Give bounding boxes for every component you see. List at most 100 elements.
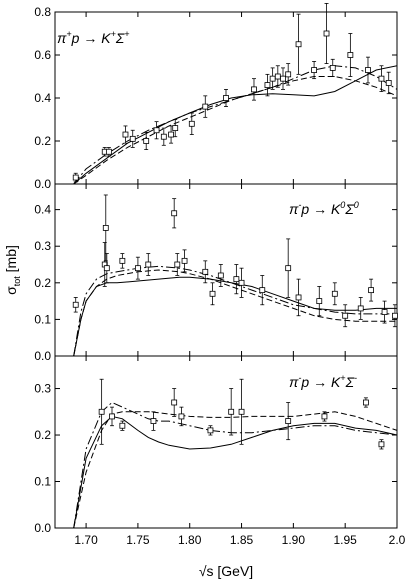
curve-dashed bbox=[73, 76, 398, 185]
data-point bbox=[331, 282, 338, 306]
data-point bbox=[153, 121, 160, 140]
data-point bbox=[329, 58, 336, 77]
data-point bbox=[98, 378, 105, 445]
x-tick-label: 1.95 bbox=[334, 533, 358, 547]
reaction-label-part: 0 bbox=[354, 200, 359, 210]
data-point bbox=[347, 33, 354, 77]
data-point bbox=[178, 406, 185, 427]
data-point bbox=[274, 65, 281, 88]
data-point bbox=[181, 249, 188, 273]
reaction-label-part: Σ bbox=[345, 374, 355, 390]
x-tick-label: 1.80 bbox=[178, 533, 202, 547]
reaction-label-part: π bbox=[57, 30, 67, 46]
data-point bbox=[285, 63, 292, 86]
data-point bbox=[174, 253, 181, 276]
data-point bbox=[264, 73, 271, 97]
data-point bbox=[259, 275, 266, 306]
y-tick-label: 0.1 bbox=[34, 312, 51, 326]
reaction-label-part: p → K bbox=[300, 201, 341, 217]
curve-solid bbox=[73, 65, 398, 185]
data-point bbox=[171, 198, 178, 229]
data-point bbox=[102, 194, 109, 262]
data-point bbox=[233, 264, 240, 295]
data-point bbox=[103, 253, 110, 284]
chart-panel-1: 0.00.20.40.60.8π+p → K+Σ+ bbox=[34, 3, 398, 191]
reaction-label-part: Σ bbox=[115, 30, 125, 46]
data-point bbox=[145, 253, 152, 276]
x-tick-label: 1.85 bbox=[230, 533, 254, 547]
reaction-label-part: 0 bbox=[340, 200, 345, 210]
reaction-label-part: + bbox=[66, 29, 71, 39]
plot-frame bbox=[54, 355, 398, 529]
data-point bbox=[172, 119, 179, 138]
reaction-label: π+p → K+Σ+ bbox=[57, 29, 130, 46]
data-point bbox=[202, 260, 209, 284]
data-point bbox=[251, 78, 257, 101]
y-tick-label: 0.6 bbox=[34, 48, 51, 62]
data-point bbox=[238, 378, 245, 445]
data-point bbox=[209, 282, 216, 306]
x-tick-label: 2.0 bbox=[389, 533, 406, 547]
y-axis-title: σtot [mb] bbox=[3, 245, 22, 295]
curve-dashdot bbox=[73, 265, 397, 357]
data-point bbox=[122, 125, 129, 144]
y-tick-label: 0.8 bbox=[34, 5, 51, 19]
data-point bbox=[168, 125, 174, 144]
data-point bbox=[143, 131, 150, 151]
data-point bbox=[285, 238, 292, 298]
reaction-label-part: + bbox=[111, 29, 116, 39]
data-point bbox=[323, 3, 330, 64]
y-tick-label: 0.2 bbox=[34, 428, 51, 442]
data-point bbox=[365, 56, 371, 84]
y-tick-label: 0.1 bbox=[34, 475, 51, 489]
data-point bbox=[171, 388, 178, 417]
data-point bbox=[72, 172, 79, 183]
reaction-label: π-p → K0Σ0 bbox=[289, 200, 359, 217]
data-point bbox=[129, 129, 136, 148]
reaction-label-part: + bbox=[124, 29, 129, 39]
data-point bbox=[392, 304, 398, 328]
y-tick-label: 0.3 bbox=[34, 239, 51, 253]
data-point bbox=[342, 304, 349, 328]
reaction-label: π-p → K+Σ- bbox=[289, 373, 357, 390]
data-point bbox=[321, 411, 328, 422]
data-point bbox=[378, 439, 385, 450]
data-point bbox=[295, 13, 302, 75]
chart-panel-3: 0.0 0.1 0.2 0.3 1.70 1.75 1.80 1.85 1.90 1.95 2.0 π… bbox=[34, 355, 406, 547]
data-point bbox=[160, 127, 167, 146]
data-point bbox=[381, 300, 388, 324]
data-point bbox=[285, 402, 292, 441]
data-point bbox=[223, 89, 229, 107]
curve-solid bbox=[73, 276, 397, 357]
reaction-label-part: + bbox=[340, 373, 345, 383]
reaction-label-part: Σ bbox=[344, 201, 354, 217]
data-point bbox=[238, 267, 245, 298]
data-point bbox=[368, 278, 374, 302]
reaction-label-part: π bbox=[289, 374, 299, 390]
data-point bbox=[378, 65, 385, 92]
data-point bbox=[316, 286, 323, 317]
x-tick-label: 1.70 bbox=[74, 533, 98, 547]
data-point bbox=[109, 406, 115, 427]
reaction-label-part: - bbox=[298, 200, 301, 210]
data-point bbox=[135, 256, 141, 280]
reaction-label-part: - bbox=[354, 373, 357, 383]
data-point bbox=[217, 264, 224, 287]
data-point bbox=[72, 297, 79, 313]
y-tick-label: 0.0 bbox=[34, 349, 51, 363]
y-tick-label: 0.0 bbox=[34, 521, 51, 535]
data-point bbox=[119, 253, 126, 269]
data-point bbox=[188, 112, 195, 135]
y-tick-label: 0.4 bbox=[34, 91, 51, 105]
data-point bbox=[207, 425, 214, 436]
data-point bbox=[119, 420, 126, 431]
y-tick-label: 0.4 bbox=[34, 203, 51, 217]
curve-dashdot bbox=[73, 65, 398, 185]
reaction-label-part: π bbox=[289, 201, 299, 217]
curve-dashed bbox=[73, 269, 397, 357]
x-axis-title: √s [GeV] bbox=[199, 563, 253, 579]
data-point bbox=[105, 147, 112, 157]
data-point bbox=[280, 67, 286, 90]
data-point bbox=[228, 388, 235, 436]
